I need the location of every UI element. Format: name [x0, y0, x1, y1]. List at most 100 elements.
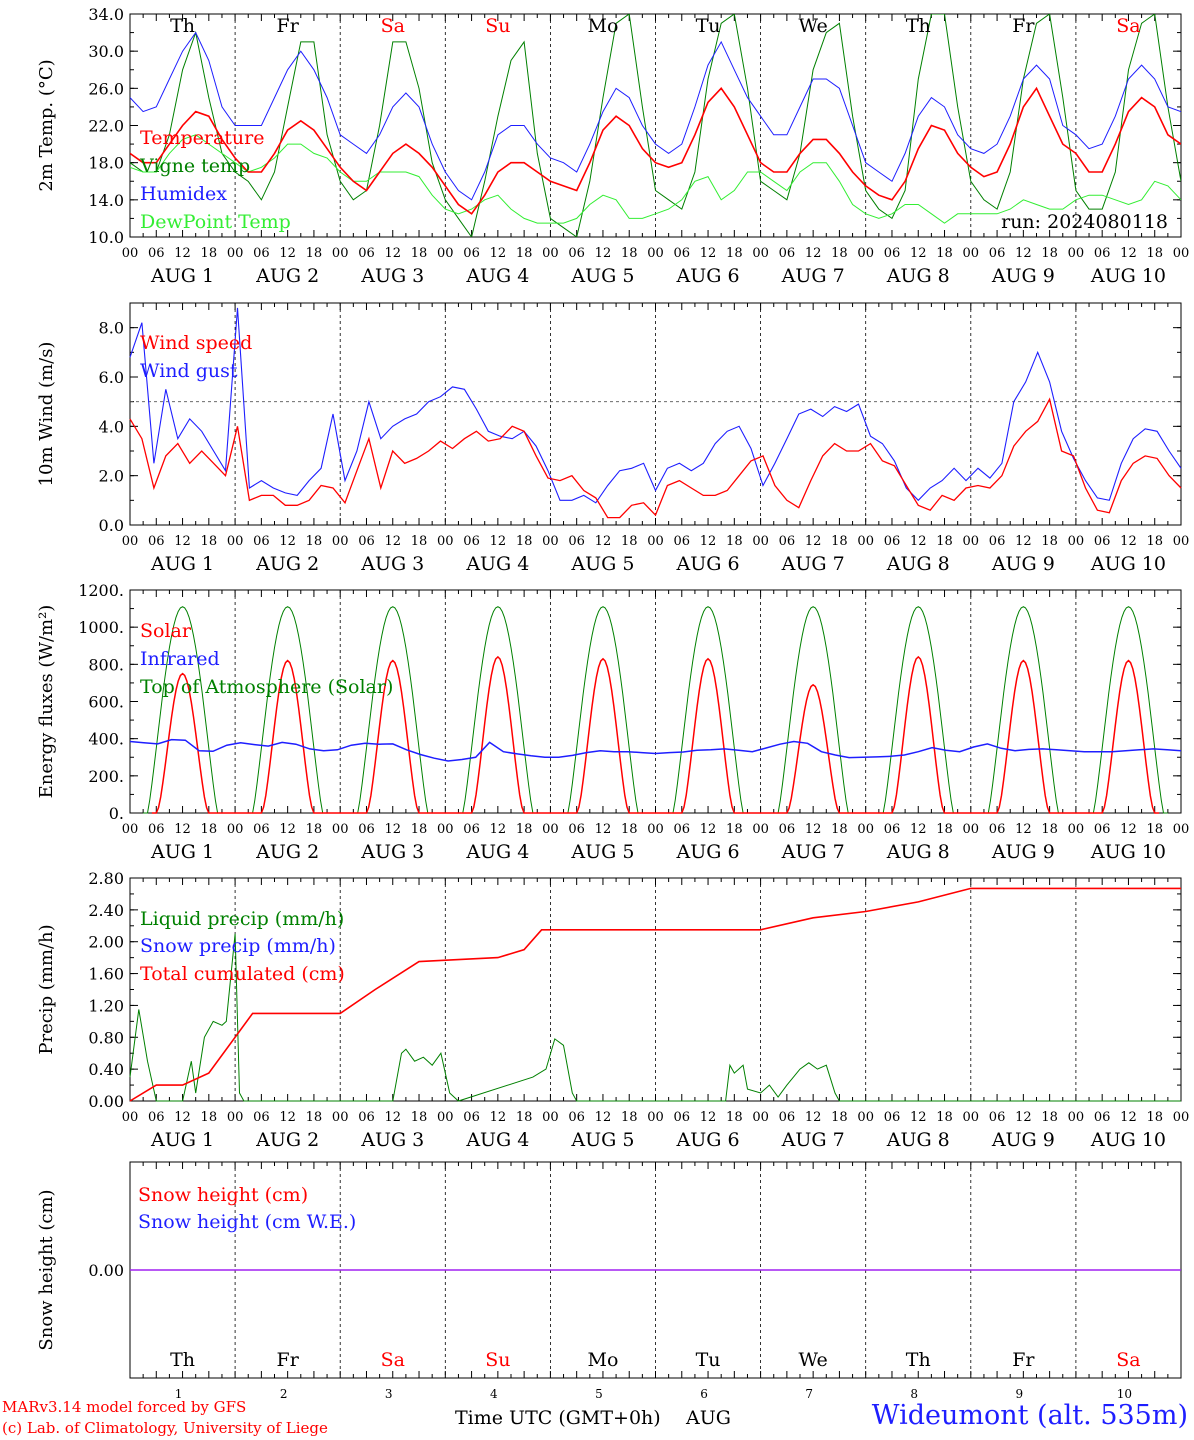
- hour-label: 00: [542, 246, 559, 261]
- hour-label: 06: [1094, 822, 1111, 837]
- hour-label: 00: [1173, 534, 1190, 549]
- legend-dewpoint: DewPoint Temp: [140, 211, 291, 233]
- lab-credit: (c) Lab. of Climatology, University of L…: [2, 1419, 328, 1437]
- hour-label: 18: [411, 822, 428, 837]
- hour-label: 00: [122, 1110, 139, 1125]
- hour-label: 00: [437, 534, 454, 549]
- hour-label: 06: [463, 534, 480, 549]
- hour-label: 00: [227, 1110, 244, 1125]
- hour-label: 06: [674, 822, 691, 837]
- hour-label: 12: [174, 1110, 191, 1125]
- hour-label: 12: [279, 1110, 296, 1125]
- y-tick-label: 800.: [88, 655, 124, 674]
- hour-label: 06: [253, 534, 270, 549]
- hour-label: 12: [1120, 1110, 1137, 1125]
- hour-label: 00: [857, 534, 874, 549]
- weekday-label: Fr: [277, 15, 300, 37]
- date-label: AUG 4: [465, 841, 529, 863]
- hour-label: 18: [306, 246, 323, 261]
- hour-label: 06: [989, 1110, 1006, 1125]
- y-tick-label: 200.: [88, 767, 124, 786]
- date-label: AUG 1: [150, 841, 214, 863]
- date-label: AUG 7: [781, 1129, 845, 1151]
- day-number: 1: [175, 1387, 183, 1401]
- y-tick-label: 34.0: [88, 5, 124, 24]
- hour-label: 00: [963, 1110, 980, 1125]
- hour-label: 12: [1015, 246, 1032, 261]
- hour-label: 12: [384, 534, 401, 549]
- date-label: AUG 10: [1090, 841, 1166, 863]
- hour-label: 12: [805, 822, 822, 837]
- date-label: AUG 6: [676, 553, 740, 575]
- hour-label: 12: [174, 534, 191, 549]
- hour-label: 18: [201, 246, 218, 261]
- hour-label: 18: [201, 1110, 218, 1125]
- y-tick-label: 10.0: [88, 228, 124, 247]
- date-label: AUG 9: [991, 553, 1055, 575]
- day-number: 8: [910, 1387, 918, 1401]
- hour-label: 18: [411, 534, 428, 549]
- date-label: AUG 3: [360, 841, 424, 863]
- hour-label: 06: [148, 534, 165, 549]
- hour-label: 18: [726, 534, 743, 549]
- hour-label: 00: [122, 822, 139, 837]
- date-label: AUG 7: [781, 553, 845, 575]
- y-tick-label: 1.60: [88, 965, 124, 984]
- weekday-label: Su: [485, 15, 510, 37]
- date-label: AUG 4: [465, 553, 529, 575]
- date-label: AUG 4: [465, 265, 529, 287]
- date-label: AUG 10: [1090, 553, 1166, 575]
- hour-label: 18: [516, 534, 533, 549]
- legend-liquid-precip: Liquid precip (mm/h): [140, 908, 344, 930]
- panel-3: 0. 200. 400. 600. 800. 1000. 1200. Energy fluxe…: [36, 581, 1189, 863]
- hour-label: 12: [595, 1110, 612, 1125]
- hour-label: 06: [884, 246, 901, 261]
- hour-label: 00: [1068, 822, 1085, 837]
- hour-label: 00: [122, 534, 139, 549]
- date-label: AUG 3: [360, 1129, 424, 1151]
- hour-label: 00: [227, 534, 244, 549]
- y-axis-label: Precip (mm/h): [36, 924, 57, 1054]
- weekday-label: We: [799, 1349, 828, 1371]
- panel-4: 0.00 0.40 0.80 1.20 1.60 2.00 2.40 2.80 Precip (…: [36, 869, 1189, 1151]
- series-infrared: [129, 738, 1182, 762]
- y-tick-label: 6.0: [99, 368, 124, 387]
- weekday-label: Th: [170, 1349, 195, 1371]
- hour-label: 18: [726, 1110, 743, 1125]
- hour-label: 00: [332, 1110, 349, 1125]
- y-tick-label: 1.20: [88, 996, 124, 1015]
- month-label: AUG: [685, 1407, 731, 1429]
- hour-label: 18: [201, 534, 218, 549]
- hour-label: 18: [936, 822, 953, 837]
- hour-label: 00: [963, 534, 980, 549]
- series-dewpoint: [130, 134, 1181, 224]
- y-tick-label: 1000.: [78, 618, 124, 637]
- hour-label: 00: [542, 534, 559, 549]
- hour-label: 00: [542, 822, 559, 837]
- hour-label: 18: [1146, 1110, 1163, 1125]
- day-number: 6: [700, 1387, 708, 1401]
- hour-label: 12: [805, 1110, 822, 1125]
- weekday-label: Th: [906, 15, 931, 37]
- hour-label: 18: [1146, 246, 1163, 261]
- hour-label: 18: [306, 1110, 323, 1125]
- y-axis-label: Energy fluxes (W/m²): [36, 605, 57, 799]
- date-label: AUG 5: [570, 265, 634, 287]
- hour-label: 00: [857, 246, 874, 261]
- date-label: AUG 8: [886, 553, 950, 575]
- date-label: AUG 6: [676, 265, 740, 287]
- hour-label: 00: [1068, 246, 1085, 261]
- hour-label: 06: [358, 246, 375, 261]
- series-total-cumulated: [129, 887, 1181, 1102]
- hour-label: 12: [384, 822, 401, 837]
- legend-wind-speed: Wind speed: [140, 332, 252, 354]
- y-axis-label: 10m Wind (m/s): [36, 342, 57, 487]
- panel-5: 0.00 Snow height (cm) Snow height (cm) Snow…: [36, 1161, 1182, 1429]
- legend-snow-precip: Snow precip (mm/h): [140, 935, 336, 957]
- hour-label: 12: [174, 246, 191, 261]
- date-label: AUG 1: [150, 265, 214, 287]
- hour-label: 06: [779, 1110, 796, 1125]
- hour-label: 00: [437, 1110, 454, 1125]
- weekday-label: Sa: [1116, 1349, 1140, 1371]
- date-label: AUG 2: [255, 265, 319, 287]
